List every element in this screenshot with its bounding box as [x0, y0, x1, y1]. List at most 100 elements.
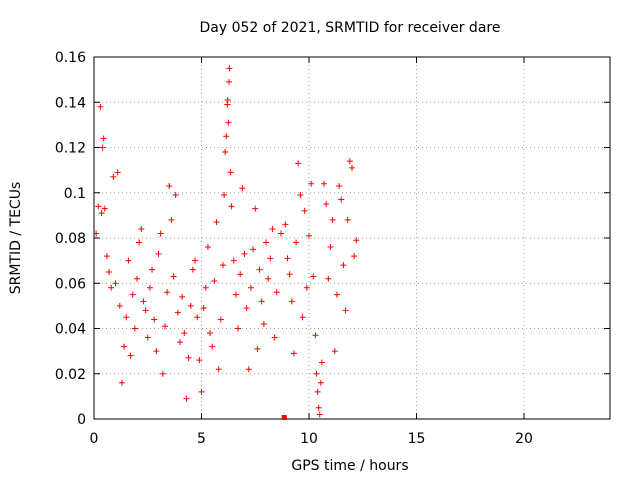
data-point: [99, 144, 106, 151]
data-point: [225, 119, 232, 126]
data-point: [245, 366, 252, 373]
data-point: [308, 180, 315, 187]
data-point: [131, 325, 138, 332]
data-point: [232, 291, 239, 298]
y-tick-label: 0.12: [55, 141, 86, 157]
data-point: [271, 334, 278, 341]
data-point: [329, 216, 336, 223]
data-point: [250, 246, 257, 253]
data-point: [315, 404, 322, 411]
x-tick-label: 10: [300, 431, 318, 447]
data-point: [142, 307, 149, 314]
data-point: [293, 239, 300, 246]
data-point: [310, 273, 317, 280]
x-tick-label: 0: [90, 431, 99, 447]
data-point: [177, 339, 183, 346]
data-point: [282, 221, 289, 228]
data-point: [353, 237, 360, 244]
data-point: [114, 169, 121, 176]
data-point: [325, 275, 332, 282]
data-point: [313, 370, 320, 377]
data-point: [252, 205, 259, 212]
data-point: [331, 348, 338, 355]
data-point: [98, 210, 105, 217]
data-point: [223, 133, 230, 140]
data-point: [123, 314, 130, 321]
data-point: [323, 201, 330, 208]
data-point: [168, 216, 175, 223]
data-point: [256, 266, 263, 273]
data-point: [303, 284, 310, 291]
y-tick-label: 0.06: [55, 276, 86, 292]
data-point: [138, 225, 145, 232]
data-point: [101, 205, 108, 212]
data-point: [224, 96, 231, 103]
data-point: [286, 271, 293, 278]
data-point: [179, 293, 186, 300]
data-point: [265, 275, 272, 282]
data-point: [314, 388, 321, 395]
data-point: [110, 173, 117, 180]
data-point: [278, 230, 285, 237]
data-point: [269, 225, 276, 232]
data-point: [220, 262, 226, 269]
data-point: [284, 255, 291, 262]
data-point: [213, 219, 220, 226]
data-point: [136, 239, 143, 246]
data-point: [202, 284, 209, 291]
data-point: [260, 320, 267, 327]
data-point: [228, 203, 235, 210]
data-point: [204, 244, 211, 251]
data-point: [221, 192, 228, 199]
data-point: [333, 291, 340, 298]
data-point: [93, 230, 100, 237]
data-point: [288, 298, 295, 305]
data-point: [170, 273, 177, 280]
y-tick-label: 0.04: [55, 322, 86, 338]
data-point: [243, 305, 250, 312]
data-point: [215, 366, 222, 373]
y-tick-label: 0.16: [55, 50, 86, 66]
data-point: [239, 185, 246, 192]
data-point: [189, 266, 196, 273]
data-point: [227, 169, 234, 176]
data-point: [164, 289, 171, 296]
chart-title: Day 052 of 2021, SRMTID for receiver dar…: [200, 20, 501, 36]
data-point: [317, 379, 324, 386]
data-point: [290, 350, 297, 357]
data-point: [295, 160, 302, 167]
data-point: [338, 196, 345, 203]
data-point: [247, 284, 254, 291]
data-point: [140, 298, 147, 305]
data-point: [108, 284, 115, 291]
data-point: [327, 244, 334, 251]
data-point: [97, 103, 104, 110]
data-point: [112, 280, 119, 287]
data-point: [149, 266, 156, 273]
y-tick-label: 0.02: [55, 367, 86, 383]
data-point: [306, 232, 312, 239]
data-point: [318, 359, 325, 366]
data-point: [209, 343, 216, 350]
y-tick-label: 0.14: [55, 95, 86, 111]
data-point: [172, 192, 179, 199]
data-point: [273, 289, 280, 296]
data-point: [118, 379, 125, 386]
data-point: [267, 255, 274, 262]
data-point: [183, 395, 190, 402]
x-tick-label: 5: [197, 431, 206, 447]
y-tick-label: 0: [77, 412, 86, 428]
gap-marker: [281, 415, 287, 420]
data-point: [106, 268, 113, 275]
data-point: [351, 253, 358, 260]
data-point: [217, 316, 224, 323]
data-point: [153, 348, 160, 355]
data-point: [211, 277, 218, 284]
data-point: [161, 323, 168, 330]
data-point: [166, 182, 173, 189]
data-point: [157, 230, 164, 237]
data-point: [127, 352, 134, 359]
data-point: [187, 302, 194, 309]
y-axis-label: SRMTID / TECUs: [8, 182, 24, 295]
